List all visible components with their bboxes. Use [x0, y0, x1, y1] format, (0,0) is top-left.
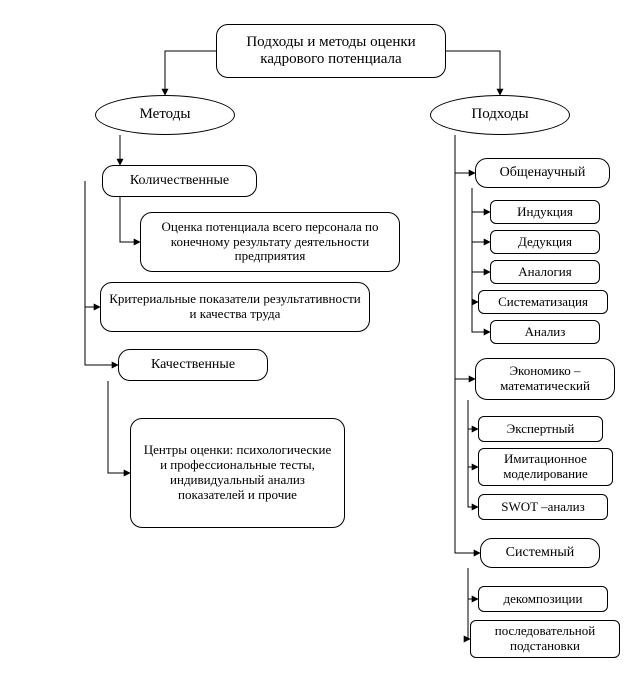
node-systematization-label: Систематизация	[498, 295, 588, 310]
node-methods-label: Методы	[140, 106, 191, 123]
edge	[455, 173, 475, 379]
node-expert: Экспертный	[478, 416, 603, 442]
edge	[468, 400, 478, 429]
node-analysis: Анализ	[490, 320, 600, 344]
node-eval-potential-label: Оценка потенциала всего персонала по кон…	[149, 220, 391, 265]
node-quantitative: Количественные	[102, 165, 257, 197]
node-methods: Методы	[95, 95, 235, 135]
edge	[165, 51, 216, 95]
edge	[446, 51, 500, 95]
node-qualitative: Качественные	[118, 349, 268, 381]
node-eval-potential: Оценка потенциала всего персонала по кон…	[140, 212, 400, 272]
node-decomposition: декомпозиции	[478, 586, 608, 612]
node-approaches: Подходы	[430, 95, 570, 135]
node-analogy-label: Аналогия	[518, 265, 572, 280]
edge	[468, 568, 478, 599]
edge	[108, 381, 130, 473]
edge	[455, 379, 480, 553]
node-centers-label: Центры оценки: психологические и професс…	[139, 443, 336, 503]
node-econ-math-label: Экономико – математический	[484, 364, 606, 394]
edge	[472, 242, 490, 272]
node-systemic-label: Системный	[506, 545, 575, 561]
node-expert-label: Экспертный	[507, 422, 575, 437]
node-root-label: Подходы и методы оценки кадрового потенц…	[225, 34, 437, 69]
edge	[472, 188, 490, 212]
node-simulation-label: Имитационное моделирование	[487, 452, 604, 482]
node-approaches-label: Подходы	[471, 106, 528, 123]
node-criteria: Критериальные показатели результативност…	[100, 282, 370, 332]
edge	[468, 429, 478, 467]
node-econ-math: Экономико – математический	[475, 358, 615, 400]
node-substitution-label: последовательной подстановки	[479, 624, 611, 654]
node-general-sci-label: Общенаучный	[500, 165, 586, 181]
node-simulation: Имитационное моделирование	[478, 448, 613, 486]
node-qualitative-label: Качественные	[151, 357, 235, 373]
edge	[468, 467, 478, 507]
node-swot: SWOT –анализ	[478, 494, 608, 520]
node-criteria-label: Критериальные показатели результативност…	[109, 292, 361, 322]
edge	[85, 181, 100, 307]
node-analogy: Аналогия	[490, 260, 600, 284]
diagram-stage: Подходы и методы оценки кадрового потенц…	[0, 0, 642, 681]
node-root: Подходы и методы оценки кадрового потенц…	[216, 24, 446, 78]
node-quantitative-label: Количественные	[130, 173, 229, 189]
node-analysis-label: Анализ	[525, 325, 566, 340]
node-decomposition-label: декомпозиции	[504, 592, 583, 607]
edge	[120, 197, 140, 242]
node-deduction-label: Дедукция	[518, 235, 572, 250]
node-induction: Индукция	[490, 200, 600, 224]
node-systemic: Системный	[480, 538, 600, 568]
node-centers: Центры оценки: психологические и професс…	[130, 418, 345, 528]
edge	[455, 135, 475, 173]
edge	[472, 212, 490, 242]
node-induction-label: Индукция	[517, 205, 573, 220]
node-swot-label: SWOT –анализ	[501, 500, 585, 515]
node-general-sci: Общенаучный	[475, 158, 610, 188]
node-substitution: последовательной подстановки	[470, 620, 620, 658]
node-deduction: Дедукция	[490, 230, 600, 254]
node-systematization: Систематизация	[478, 290, 608, 314]
